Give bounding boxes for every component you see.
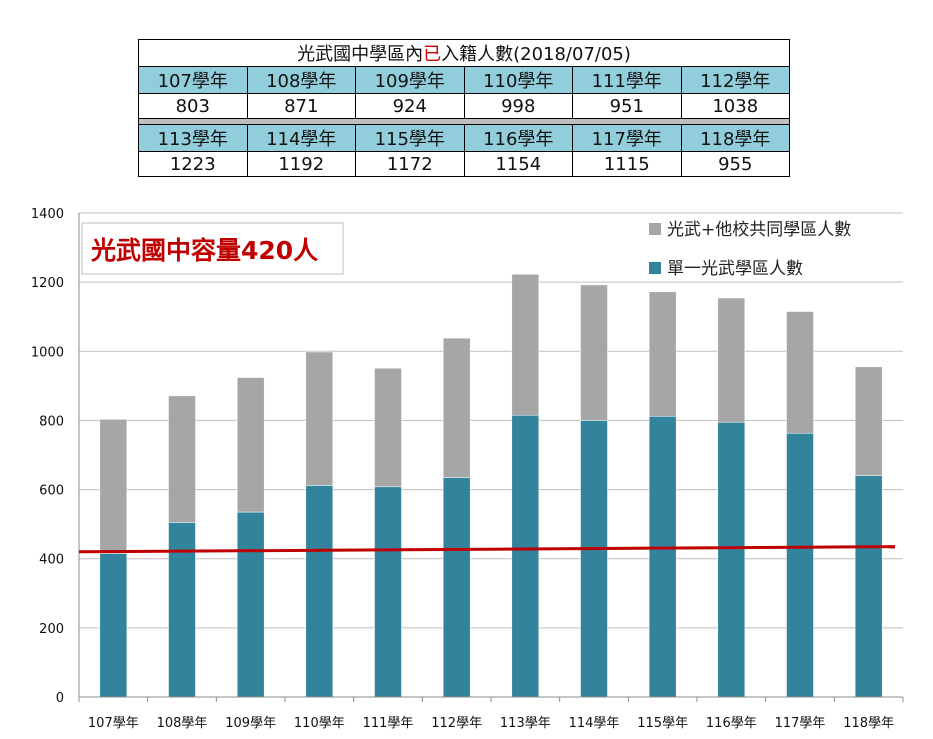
bar-single-district <box>854 475 883 698</box>
enrollment-value: 1223 <box>138 151 248 177</box>
bar-single-district <box>511 414 540 698</box>
bar-shared-district <box>99 419 128 554</box>
legend-swatch-shared <box>649 223 661 235</box>
bar-shared-district <box>511 273 540 416</box>
y-tick-label: 400 <box>39 553 64 568</box>
x-tick-label: 116學年 <box>706 716 757 731</box>
bar-single-district <box>99 553 128 698</box>
bar-shared-district <box>648 291 677 417</box>
enrollment-summary-table: 光武國中學區內已入籍人數(2018/07/05) 107學年 108學年 109… <box>138 39 790 177</box>
y-tick-label: 1200 <box>31 276 64 291</box>
x-tick-label: 112學年 <box>431 716 482 731</box>
bar-single-district <box>786 432 814 698</box>
year-header: 107學年 <box>138 66 248 94</box>
year-header: 116學年 <box>463 124 573 152</box>
year-header: 118學年 <box>680 124 790 152</box>
bar-shared-district <box>442 337 471 478</box>
year-header: 111學年 <box>572 66 682 94</box>
table-header-row-1: 107學年 108學年 109學年 110學年 111學年 112學年 <box>138 66 790 94</box>
enrollment-value: 1172 <box>355 151 465 177</box>
year-header: 108學年 <box>246 66 356 94</box>
x-tick-label: 107學年 <box>88 716 139 731</box>
legend-label-single: 單一光武學區人數 <box>667 259 803 279</box>
bar-shared-district <box>168 395 196 523</box>
bar-shared-district <box>717 297 746 423</box>
bar-single-district <box>236 511 265 698</box>
enrollment-value: 924 <box>355 93 465 119</box>
x-tick-label: 110學年 <box>294 716 345 731</box>
enrollment-value: 955 <box>680 151 790 177</box>
table-title: 光武國中學區內已入籍人數(2018/07/05) <box>138 39 790 67</box>
x-tick-label: 113學年 <box>500 716 551 731</box>
x-tick-label: 114學年 <box>569 716 620 731</box>
year-header: 109學年 <box>355 66 465 94</box>
enrollment-value: 1038 <box>680 93 790 119</box>
table-value-row-2: 1223 1192 1172 1154 1115 955 <box>138 151 790 177</box>
bar-shared-district <box>786 311 814 434</box>
capacity-label: 光武國中容量420人 <box>90 236 318 265</box>
table-title-highlight: 已 <box>423 44 442 65</box>
x-tick-label: 109學年 <box>225 716 276 731</box>
bar-single-district <box>580 420 608 698</box>
enrollment-value: 871 <box>246 93 356 119</box>
axes: 0 200 400 600 800 1000 1200 1400 107學年 108學年 109學年… <box>31 207 904 731</box>
x-tick-label: 108學年 <box>157 716 208 731</box>
x-tick-label: 115學年 <box>637 716 688 731</box>
y-tick-label: 0 <box>56 691 64 706</box>
legend-label-shared: 光武+他校共同學區人數 <box>667 220 851 240</box>
year-header: 112學年 <box>680 66 790 94</box>
enrollment-value: 1192 <box>246 151 356 177</box>
capacity-line <box>78 545 896 554</box>
x-tick-label: 117學年 <box>775 716 826 731</box>
bar-single-district <box>374 486 402 698</box>
enrollment-value: 1154 <box>463 151 573 177</box>
legend: 光武+他校共同學區人數 單一光武學區人數 <box>649 220 851 279</box>
y-tick-label: 200 <box>39 622 64 637</box>
legend-swatch-single <box>649 262 661 274</box>
bar-single-district <box>442 477 471 698</box>
year-header: 115學年 <box>355 124 465 152</box>
y-tick-label: 800 <box>39 414 64 429</box>
bar-shared-district <box>854 366 883 476</box>
x-tick-label: 118學年 <box>843 716 894 731</box>
bar-single-district <box>717 421 746 698</box>
y-tick-label: 600 <box>39 484 64 499</box>
year-header: 117學年 <box>572 124 682 152</box>
x-tick-label: 111學年 <box>363 716 414 731</box>
grid-lines <box>79 212 903 698</box>
bar-shared-district <box>580 284 608 421</box>
year-header: 114學年 <box>246 124 356 152</box>
bar-shared-district <box>236 377 265 513</box>
bar-single-district <box>168 522 196 698</box>
bar-shared-district <box>374 367 402 488</box>
bar-single-district <box>305 485 334 698</box>
y-tick-label: 1400 <box>31 207 64 222</box>
capacity-callout: 光武國中容量420人 <box>81 222 344 275</box>
enrollment-value: 1115 <box>572 151 682 177</box>
bar-shared-district <box>305 351 334 486</box>
enrollment-value: 998 <box>463 93 573 119</box>
bar-single-district <box>648 416 677 698</box>
bars <box>99 273 883 698</box>
y-tick-label: 1000 <box>31 345 64 360</box>
enrollment-value: 803 <box>138 93 248 119</box>
year-header: 110學年 <box>463 66 573 94</box>
